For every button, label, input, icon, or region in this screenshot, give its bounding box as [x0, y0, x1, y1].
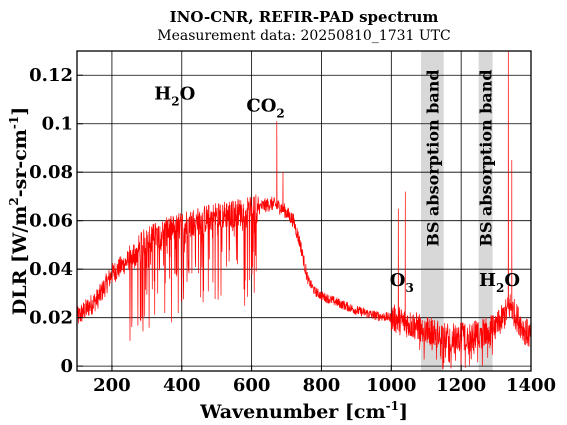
annotation-3-sub: 2 [496, 281, 504, 295]
y-tick-label-1: 0.02 [29, 308, 73, 329]
annotation-3: H2O [479, 270, 520, 295]
x-axis-label: Wavenumber [cm-1] [199, 399, 408, 423]
x-axis-label-base: Wavenumber [cm [199, 401, 386, 423]
y-axis-label: DLR [W/m2-sr-cm-1] [7, 107, 31, 315]
y-axis-label-p1: DLR [W/m [9, 206, 31, 316]
y-tick-label-4: 0.08 [29, 162, 73, 183]
band-label-0: BS absorption band [423, 69, 442, 246]
y-axis-label-sup1: 2 [7, 197, 21, 205]
annotation-0: H2O [154, 83, 195, 108]
x-tick-label-1: 400 [163, 375, 201, 396]
chart-title: INO-CNR, REFIR-PAD spectrum [170, 8, 439, 26]
annotation-0-base: H [154, 83, 171, 104]
annotation-0-sub: 2 [171, 94, 179, 108]
annotation-1: CO2 [246, 96, 284, 121]
band-labels: BS absorption band BS absorption band [423, 69, 495, 246]
y-tick-label-6: 0.12 [29, 65, 73, 86]
y-tick-label-5: 0.1 [42, 114, 73, 135]
annotation-2: O3 [390, 270, 414, 295]
absorption-band-1 [478, 51, 493, 371]
annotation-1-base: CO [246, 96, 276, 117]
plot-frame [76, 50, 532, 372]
spectrum-line [76, 50, 532, 369]
x-axis-label-tail: ] [399, 401, 408, 423]
band-label-1: BS absorption band [477, 69, 496, 246]
y-tick-label-2: 0.04 [29, 259, 73, 280]
y-axis-label-p3: ] [9, 107, 31, 116]
y-axis-label-sup2: -1 [7, 116, 21, 129]
spectrum-series [76, 50, 532, 369]
absorption-bands [420, 51, 493, 371]
annotation-0-tail: O [180, 83, 196, 104]
absorption-band-0 [420, 51, 444, 371]
y-tick-label-0: 0 [60, 356, 73, 377]
y-tick-label-3: 0.06 [29, 211, 73, 232]
x-axis-label-sup: -1 [386, 399, 399, 413]
axis-ticks: 200 400 600 800 1000 1200 1400 0 0.02 0.04 0.06 0.0… [29, 65, 556, 396]
annotation-2-sub: 3 [405, 281, 413, 295]
x-tick-label-0: 200 [93, 375, 131, 396]
x-tick-label-6: 1400 [506, 375, 556, 396]
y-axis-label-p2: -sr-cm [9, 129, 31, 197]
x-tick-label-4: 1000 [366, 375, 416, 396]
x-tick-label-3: 800 [303, 375, 341, 396]
x-tick-label-5: 1200 [436, 375, 486, 396]
annotation-3-tail: O [504, 270, 520, 291]
annotation-1-sub: 2 [276, 107, 284, 121]
annotation-3-base: H [479, 270, 496, 291]
annotation-2-base: O [390, 270, 406, 291]
x-tick-label-2: 600 [233, 375, 271, 396]
chart-subtitle: Measurement data: 20250810_1731 UTC [157, 28, 450, 44]
